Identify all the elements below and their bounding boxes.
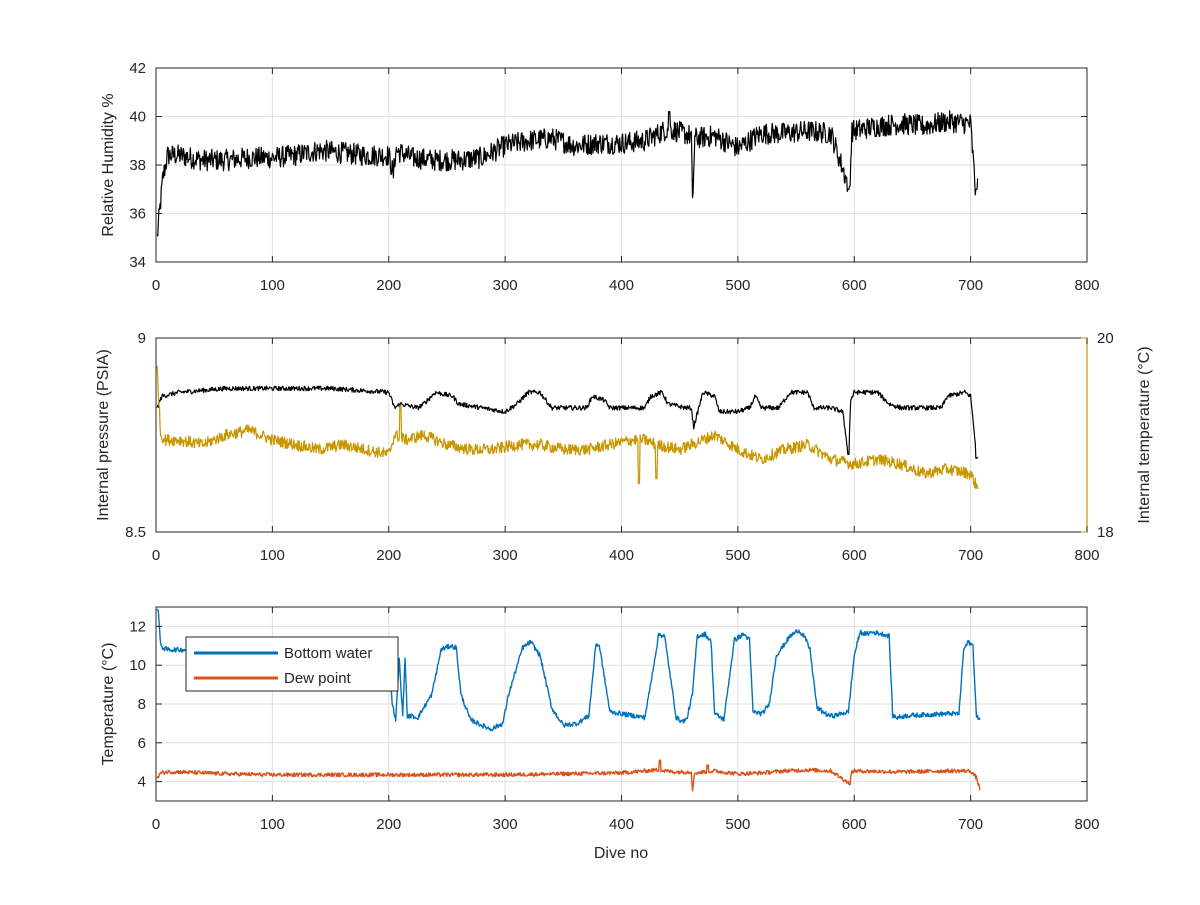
series-line-pressure-right — [156, 365, 979, 490]
x-tick-label: 500 — [725, 816, 750, 833]
x-tick-label: 700 — [958, 547, 983, 564]
x-tick-label: 200 — [376, 277, 401, 294]
temperature-panel: 0 100 200 300 400 500 600 700 800 4 6 8 10 12 Temper… — [100, 606, 1100, 833]
x-tick-label: 300 — [493, 816, 518, 833]
humidity-panel: 0 100 200 300 400 500 600 700 800 34 36 38 40 42 Rel… — [100, 60, 1100, 294]
legend-box — [185, 636, 399, 692]
pressure-y-ticks: 8.59 — [125, 330, 162, 541]
humidity-y-ticks: 34 36 38 40 42 — [129, 60, 1087, 271]
legend-label-bottom-water: Bottom water — [284, 645, 372, 662]
series-line-dew-point — [156, 759, 981, 792]
humidity-x-ticks: 0 100 200 300 400 500 600 700 800 — [152, 68, 1100, 294]
x-tick-label: 100 — [260, 547, 285, 564]
humidity-grid — [155, 67, 1088, 263]
y-tick-label: 42 — [129, 60, 146, 77]
x-tick-label: 100 — [260, 277, 285, 294]
x-tick-label: 500 — [725, 277, 750, 294]
x-tick-label: 600 — [842, 277, 867, 294]
x-tick-label: 400 — [609, 277, 634, 294]
y-tick-label: 8 — [138, 696, 146, 713]
internal-temperature-y-axis-label: Internal temperature (°C) — [1136, 346, 1153, 523]
y-tick-label: 10 — [129, 657, 146, 674]
y-tick-label: 12 — [129, 618, 146, 635]
y-tick-label: 40 — [129, 109, 146, 126]
humidity-y-axis-label: Relative Humidity % — [100, 93, 117, 236]
y-tick-label: 8.5 — [125, 524, 146, 541]
legend: Bottom water Dew point — [185, 636, 399, 692]
pressure-x-ticks: 0 100 200 300 400 500 600 700 800 — [152, 338, 1100, 564]
legend-label-dew-point: Dew point — [284, 670, 352, 687]
x-tick-label: 100 — [260, 816, 285, 833]
y-tick-label: 36 — [129, 206, 146, 223]
x-tick-label: 0 — [152, 547, 160, 564]
x-tick-label: 700 — [958, 816, 983, 833]
x-tick-label: 600 — [842, 547, 867, 564]
y-tick-label: 9 — [138, 330, 146, 347]
x-tick-label: 400 — [609, 547, 634, 564]
right-y-tick-label: 18 — [1097, 524, 1114, 541]
x-tick-label: 200 — [376, 816, 401, 833]
x-tick-label: 800 — [1074, 816, 1099, 833]
x-tick-label: 300 — [493, 277, 518, 294]
x-tick-label: 300 — [493, 547, 518, 564]
x-tick-label: 600 — [842, 816, 867, 833]
y-tick-label: 38 — [129, 157, 146, 174]
x-tick-label: 400 — [609, 816, 634, 833]
humidity-series — [156, 110, 979, 237]
x-axis-label: Dive no — [594, 845, 648, 862]
y-tick-label: 34 — [129, 254, 146, 271]
pressure-series — [156, 365, 979, 490]
right-y-tick-label: 20 — [1097, 330, 1114, 347]
x-tick-label: 800 — [1074, 277, 1099, 294]
x-tick-label: 0 — [152, 816, 160, 833]
x-tick-label: 0 — [152, 277, 160, 294]
x-tick-label: 500 — [725, 547, 750, 564]
x-tick-label: 700 — [958, 277, 983, 294]
x-tick-label: 800 — [1074, 547, 1099, 564]
x-tick-label: 200 — [376, 547, 401, 564]
y-tick-label: 4 — [138, 774, 146, 791]
temperature-y-axis-label: Temperature (°C) — [100, 643, 117, 766]
temperature-x-ticks: 0 100 200 300 400 500 600 700 800 — [152, 607, 1100, 833]
y-tick-label: 6 — [138, 735, 146, 752]
temperature-y-ticks: 4 6 8 10 12 — [129, 618, 1087, 791]
pressure-y-axis-label: Internal pressure (PSIA) — [95, 349, 112, 521]
series-line-pressure-left — [156, 385, 979, 459]
series-line-humidity-main — [156, 110, 979, 237]
